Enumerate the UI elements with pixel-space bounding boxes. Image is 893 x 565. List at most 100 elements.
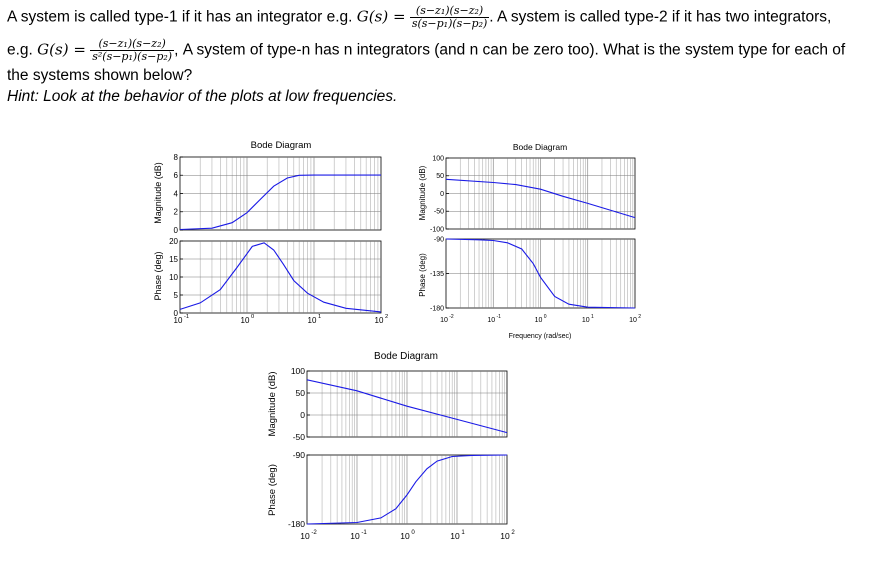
chart3-xtick-label: 10 1 xyxy=(450,529,465,541)
chart1-xtick-label: 10 -1 xyxy=(174,314,190,325)
svg-text:0: 0 xyxy=(544,314,547,320)
svg-text:2: 2 xyxy=(385,314,388,320)
chart3-xtick-label: 10 2 xyxy=(500,529,515,541)
svg-text:10: 10 xyxy=(440,317,448,324)
svg-text:-1: -1 xyxy=(497,314,502,320)
chart1-phase-ytick-label: 5 xyxy=(174,291,179,300)
chart3-phase-ytick-label: -180 xyxy=(288,519,305,529)
chart2-magnitude-ytick-label: 0 xyxy=(440,191,444,198)
svg-text:10: 10 xyxy=(308,316,317,325)
svg-text:1: 1 xyxy=(461,529,465,536)
svg-text:0: 0 xyxy=(411,529,415,536)
svg-text:0: 0 xyxy=(251,314,254,320)
svg-text:10: 10 xyxy=(500,531,510,541)
chart1-title: Bode Diagram xyxy=(251,140,312,151)
chart1-magnitude-ylabel: Magnitude (dB) xyxy=(153,162,163,224)
svg-text:10: 10 xyxy=(400,531,410,541)
chart1-phase-ytick-label: 10 xyxy=(169,273,178,282)
fraction-1-numerator: (s−z₁)(s−z₂) xyxy=(409,5,490,18)
chart1-magnitude-ytick-label: 2 xyxy=(174,208,179,217)
chart1-phase-ylabel: Phase (deg) xyxy=(153,251,163,300)
chart1-phase-ytick-label: 20 xyxy=(169,237,178,246)
line1-text-a: A system is called type-1 if it has an i… xyxy=(7,8,353,26)
chart1-xtick-label: 10 1 xyxy=(308,314,322,325)
chart2-phase-ytick-label: -135 xyxy=(430,271,444,278)
svg-text:10: 10 xyxy=(487,317,495,324)
svg-text:10: 10 xyxy=(629,317,637,324)
chart1-magnitude-ytick-label: 0 xyxy=(174,226,179,235)
chart3-phase-curve xyxy=(306,454,508,525)
chart1-phase-curve xyxy=(179,242,382,313)
chart2-xtick-label: 101 xyxy=(582,314,594,324)
chart1-magnitude-curve xyxy=(179,174,381,231)
chart3-magnitude-ylabel: Magnitude (dB) xyxy=(267,372,278,437)
chart2-phase-ylabel: Phase (deg) xyxy=(418,253,427,297)
line2-text-b: A system of type-n has n integrators (an… xyxy=(182,41,846,59)
chart3-phase-ylabel: Phase (deg) xyxy=(267,464,278,516)
chart3-xtick-label: 10 0 xyxy=(400,529,415,541)
chart3-magnitude-ytick-label: 0 xyxy=(300,410,305,420)
chart2-magnitude-ylabel: Magnitude (dB) xyxy=(418,165,427,220)
chart2-magnitude-ytick-label: -50 xyxy=(434,209,444,216)
chart2-xlabel: Frequency (rad/sec) xyxy=(509,333,572,340)
svg-text:-2: -2 xyxy=(449,314,454,320)
chart3-xtick-label: 10 -1 xyxy=(350,529,367,541)
g-label-2: G(s) = xyxy=(37,40,86,59)
chart3-magnitude-curve xyxy=(306,379,508,434)
chart3-magnitude-ytick-label: -50 xyxy=(293,432,306,442)
svg-text:10: 10 xyxy=(375,316,384,325)
fraction-1-denominator: s(s−p₁)(s−p₂) xyxy=(411,17,488,30)
chart3-magnitude-ytick-label: 100 xyxy=(291,366,305,376)
svg-text:10: 10 xyxy=(174,316,183,325)
chart3-title: Bode Diagram xyxy=(374,351,438,362)
hint-text: Hint: Look at the behavior of the plots … xyxy=(7,88,398,105)
fraction-2-numerator: (s−z₁)(s−z₂) xyxy=(90,38,175,51)
chart3-xtick-label: 10 -2 xyxy=(300,529,317,541)
svg-text:2: 2 xyxy=(511,529,515,536)
g-label-1: G(s) = xyxy=(356,7,406,26)
chart2-phase-ytick-label: -90 xyxy=(434,236,444,243)
chart2-xtick-label: 10-1 xyxy=(487,314,501,324)
chart2-phase-curve xyxy=(445,238,636,309)
svg-text:10: 10 xyxy=(241,316,250,325)
fraction-2: (s−z₁)(s−z₂) s²(s−p₁)(s−p₂) xyxy=(90,38,175,63)
chart1-magnitude-ytick-label: 6 xyxy=(174,171,179,180)
svg-text:1: 1 xyxy=(591,314,594,320)
svg-text:10: 10 xyxy=(535,317,543,324)
svg-text:10: 10 xyxy=(350,531,360,541)
svg-text:10: 10 xyxy=(450,531,460,541)
line2-text-a: e.g. xyxy=(7,41,33,59)
chart1-xtick-label: 10 0 xyxy=(241,314,255,325)
line2-comma: , xyxy=(174,41,179,59)
chart2-phase-ytick-label: -180 xyxy=(430,305,444,312)
question-line-3: the systems shown below? xyxy=(7,67,193,84)
chart2-magnitude-ytick-label: -100 xyxy=(430,226,444,233)
svg-text:1: 1 xyxy=(318,314,321,320)
fraction-2-denominator: s²(s−p₁)(s−p₂) xyxy=(92,50,173,63)
svg-text:10: 10 xyxy=(300,531,310,541)
chart1-xtick-label: 10 2 xyxy=(375,314,389,325)
chart2-xtick-label: 102 xyxy=(629,314,641,324)
chart1-magnitude-ytick-label: 4 xyxy=(174,189,179,198)
chart2-title: Bode Diagram xyxy=(513,142,567,152)
svg-text:-2: -2 xyxy=(311,529,317,536)
chart1-phase-ytick-label: 0 xyxy=(174,309,179,318)
question-line-1: A system is called type-1 if it has an i… xyxy=(7,5,831,30)
chart2-xtick-label: 10-2 xyxy=(440,314,454,324)
line1-text-b: . A system is called type-2 if it has tw… xyxy=(489,8,832,26)
chart3-phase-ytick-label: -90 xyxy=(293,450,306,460)
question-line-2: e.g. G(s) = (s−z₁)(s−z₂) s²(s−p₁)(s−p₂), … xyxy=(7,38,845,63)
chart2-magnitude-ytick-label: 100 xyxy=(432,155,444,162)
fraction-1: (s−z₁)(s−z₂) s(s−p₁)(s−p₂) xyxy=(409,5,490,30)
svg-text:-1: -1 xyxy=(361,529,367,536)
chart2-magnitude-curve xyxy=(445,178,636,219)
chart2-magnitude-ytick-label: 50 xyxy=(436,173,444,180)
svg-text:-1: -1 xyxy=(184,314,189,320)
chart2-xtick-label: 100 xyxy=(535,314,547,324)
chart1-magnitude-ytick-label: 8 xyxy=(174,153,179,162)
svg-text:10: 10 xyxy=(582,317,590,324)
chart3-magnitude-ytick-label: 50 xyxy=(296,388,306,398)
svg-text:2: 2 xyxy=(638,314,641,320)
chart1-phase-ytick-label: 15 xyxy=(169,255,178,264)
